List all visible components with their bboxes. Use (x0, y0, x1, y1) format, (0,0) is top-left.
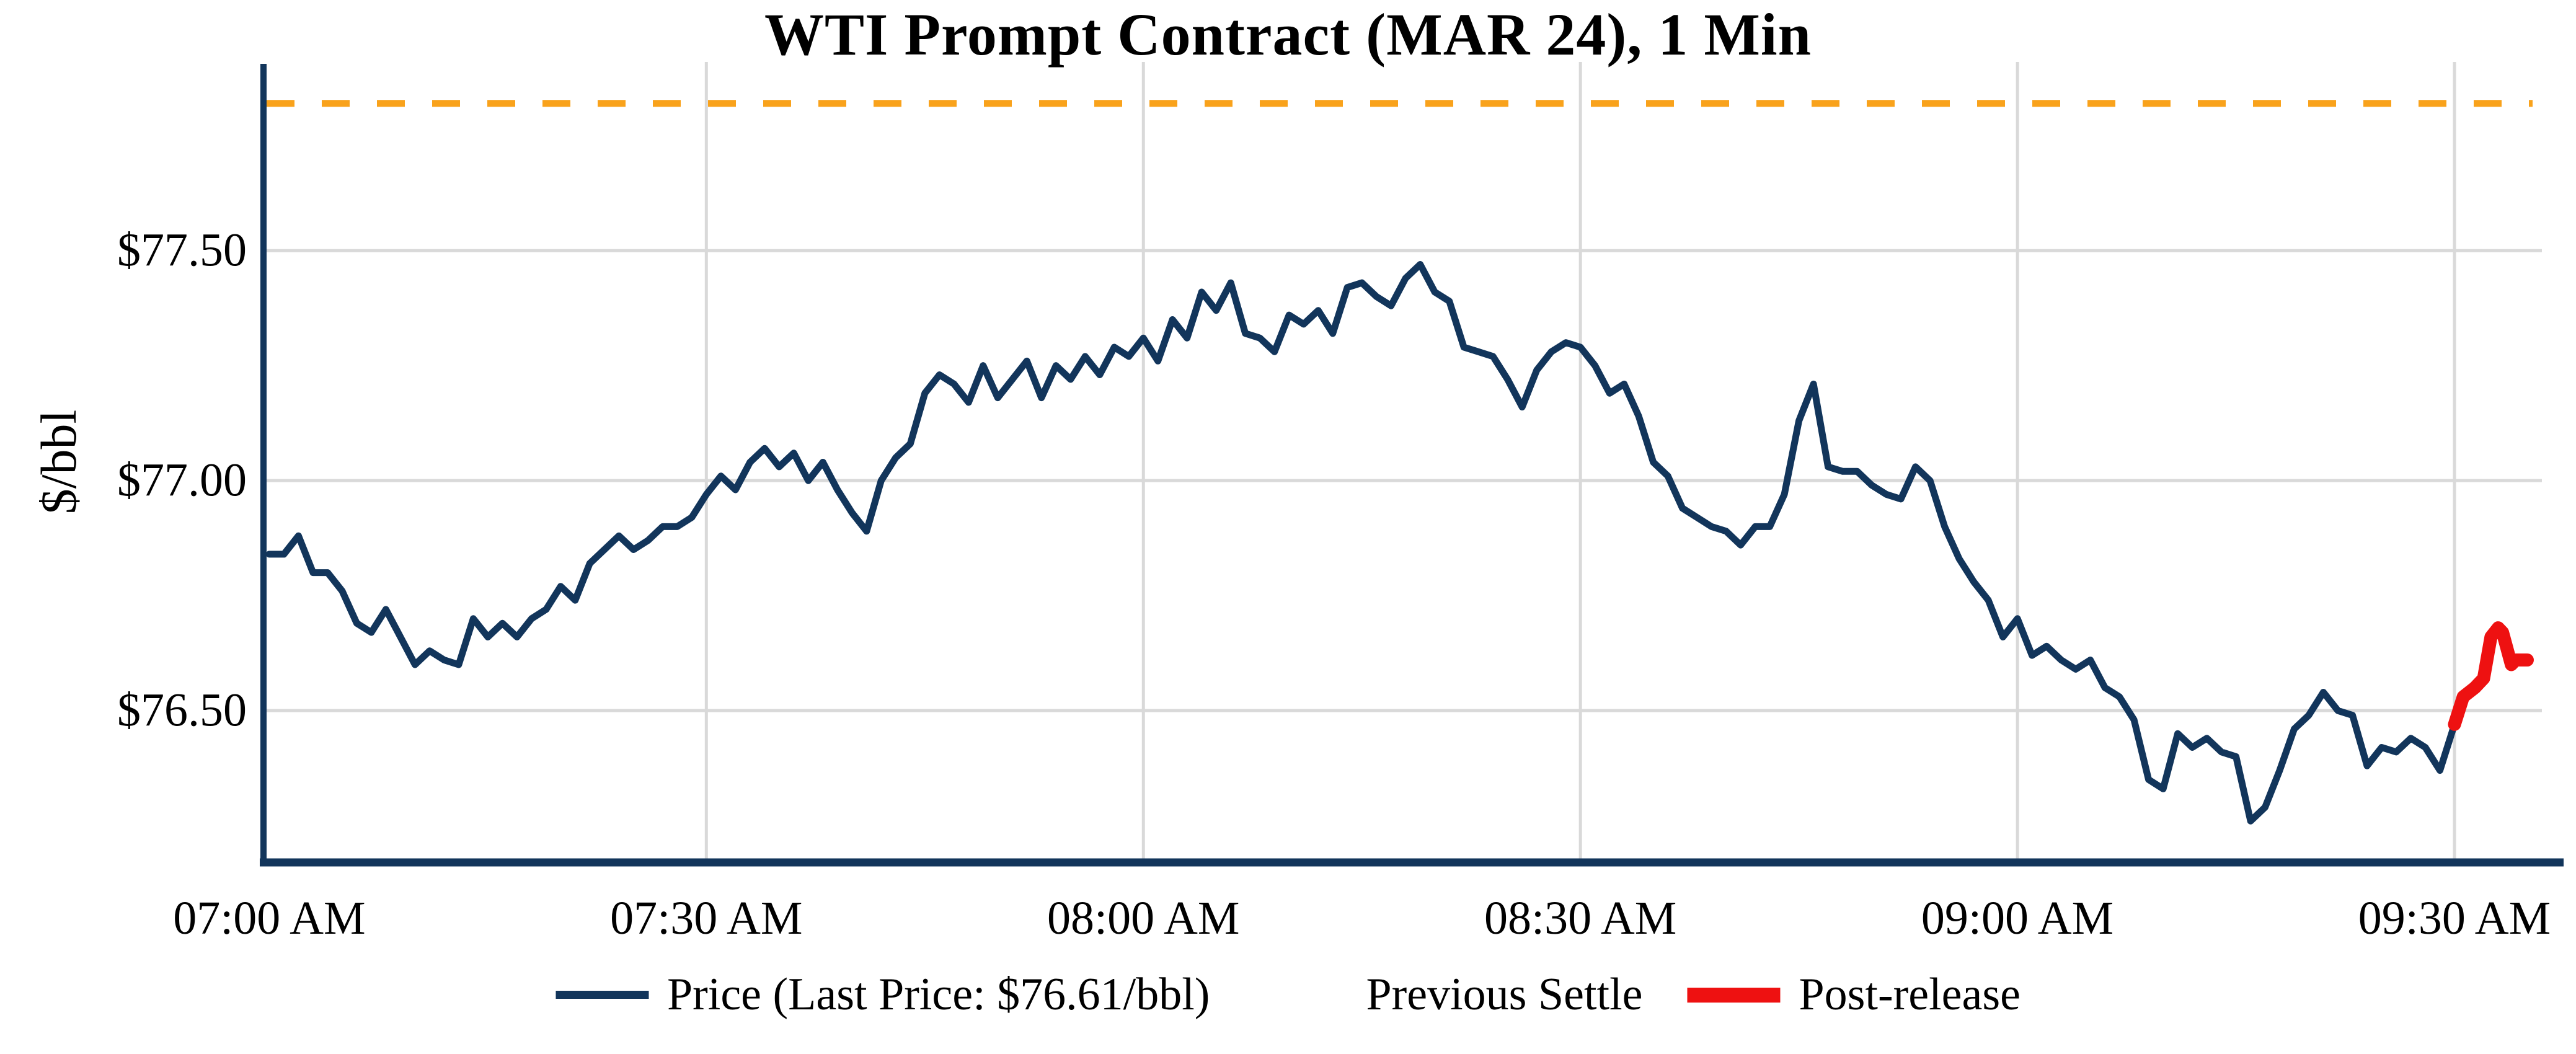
legend-label: Post-release (1799, 969, 2021, 1020)
legend-item: Post-release (1687, 968, 2021, 1021)
x-tick-label: 09:00 AM (1921, 892, 2114, 944)
x-tick-label: 07:00 AM (173, 892, 366, 944)
x-tick-label: 09:30 AM (2358, 892, 2551, 944)
legend-label: Price (Last Price: $76.61/bbl) (666, 969, 1210, 1020)
legend-item: Previous Settle (1254, 968, 1642, 1021)
x-tick-label: 07:30 AM (610, 892, 803, 944)
legend-item: Price (Last Price: $76.61/bbl) (555, 968, 1210, 1021)
y-tick-label: $76.50 (117, 684, 247, 737)
legend: Price (Last Price: $76.61/bbl) Previous S… (555, 968, 2021, 1021)
y-tick-label: $77.50 (117, 224, 247, 277)
price-line (265, 261, 2458, 825)
chart-title: WTI Prompt Contract (MAR 24), 1 Min (764, 1, 1812, 68)
post-release-line (2448, 621, 2534, 731)
y-tick-label: $77.00 (117, 454, 247, 507)
legend-swatch-thick-line-icon (1687, 987, 1781, 1003)
x-tick-label: 08:30 AM (1484, 892, 1677, 944)
legend-label: Previous Settle (1366, 969, 1643, 1020)
x-tick-label: 08:00 AM (1047, 892, 1240, 944)
legend-swatch-dashed-line-icon (1254, 991, 1347, 999)
legend-swatch-solid-line-icon (555, 991, 648, 999)
